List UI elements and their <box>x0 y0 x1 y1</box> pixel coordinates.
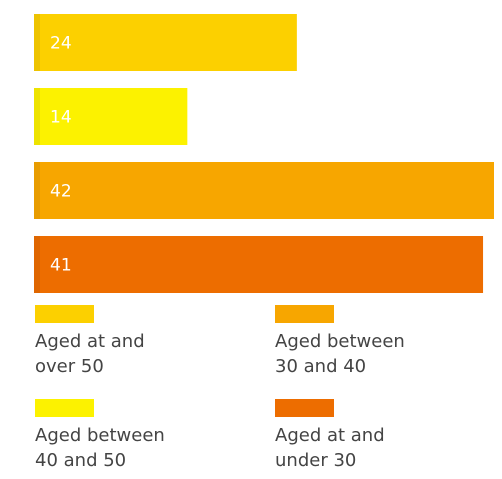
legend-label: Aged at and under 30 <box>275 425 385 471</box>
bar-edge <box>34 236 40 293</box>
bar <box>34 236 484 293</box>
legend-label: Aged at and over 50 <box>35 331 145 377</box>
bar-value-label: 14 <box>50 108 72 128</box>
bar <box>34 14 297 71</box>
legend-label: Aged between 30 and 40 <box>275 331 405 377</box>
legend-label: Aged between 40 and 50 <box>35 425 165 471</box>
legend-swatch <box>275 399 334 417</box>
legend-swatch <box>35 399 94 417</box>
legend-item: Aged at and under 30 <box>275 399 475 473</box>
legend-swatch <box>35 305 94 323</box>
bar <box>34 162 494 219</box>
bar-value-label: 41 <box>50 256 72 276</box>
legend-item: Aged between 40 and 50 <box>35 399 235 473</box>
bar-chart: 24 14 42 41 <box>34 14 494 293</box>
legend-swatch <box>275 305 334 323</box>
bar <box>34 88 188 145</box>
bar-edge <box>34 14 40 71</box>
bar-value-label: 42 <box>50 182 72 202</box>
bar-edge <box>34 88 40 145</box>
bar-edge <box>34 162 40 219</box>
legend-item: Aged at and over 50 <box>35 305 235 379</box>
bar-value-label: 24 <box>50 34 72 54</box>
legend-item: Aged between 30 and 40 <box>275 305 475 379</box>
